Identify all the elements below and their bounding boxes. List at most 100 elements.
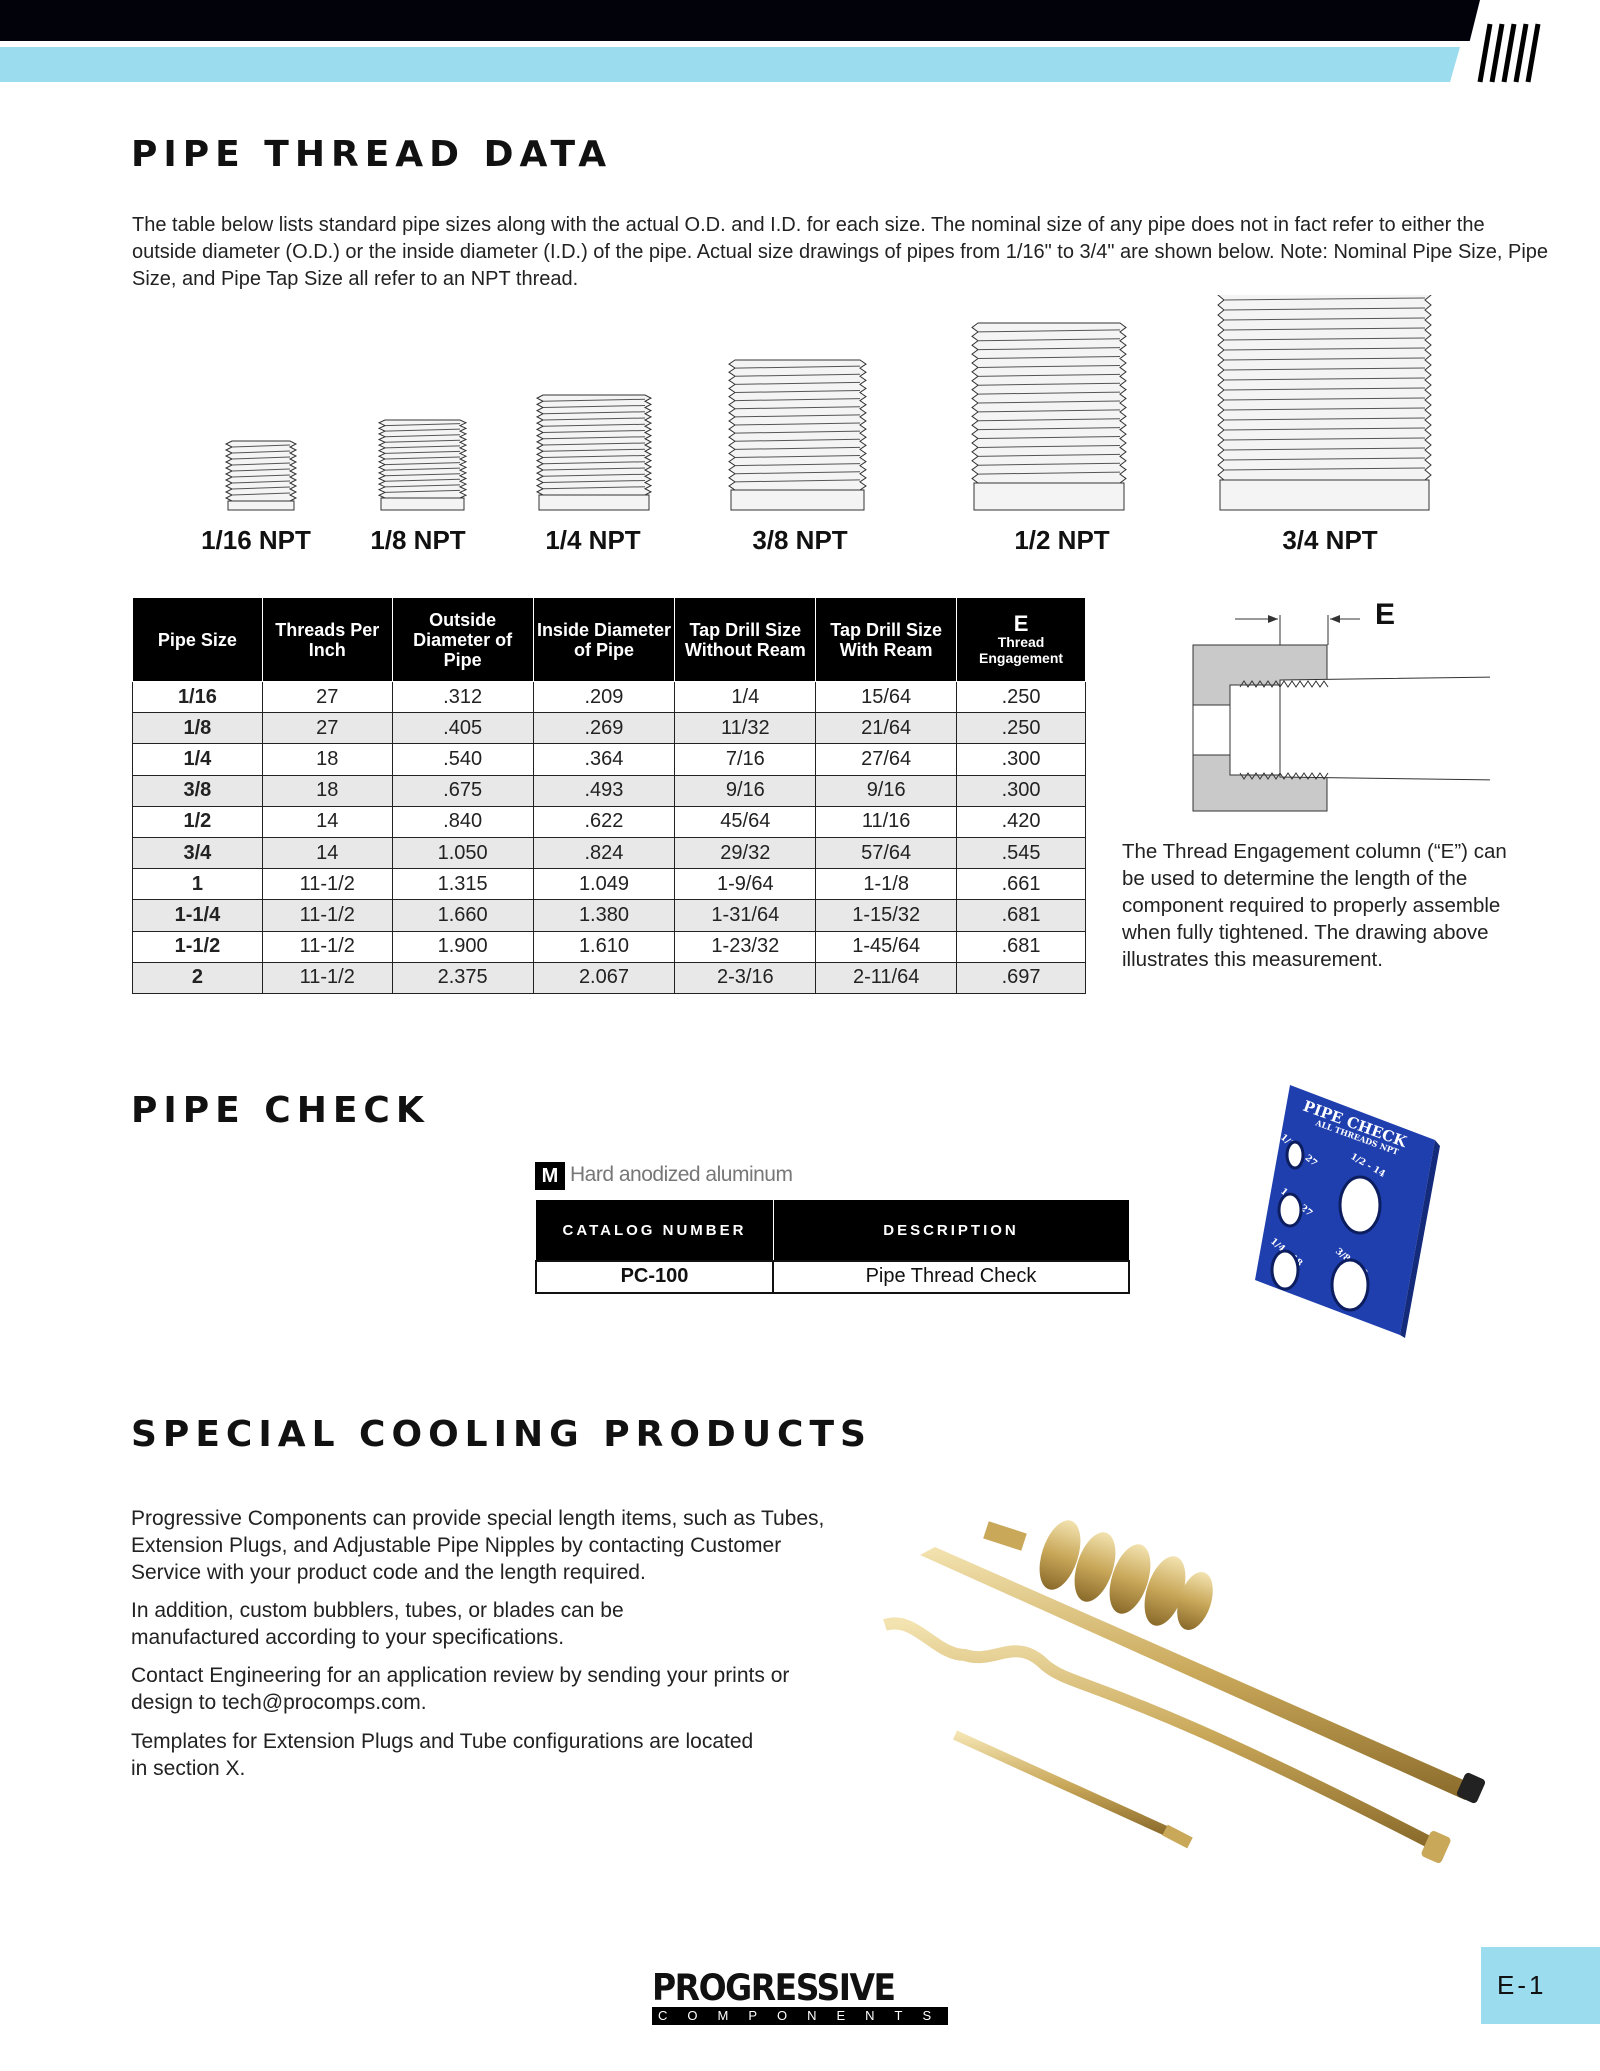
description: Pipe Thread Check [772, 1259, 1130, 1294]
catalog-number: PC-100 [535, 1259, 774, 1294]
table-cell: 1.660 [391, 899, 534, 932]
table-cell: .681 [956, 899, 1086, 932]
table-cell: .540 [391, 743, 534, 776]
table-cell: 9/16 [815, 774, 958, 807]
table-row: 1 11-1/2 1.315 1.049 1-9/64 1-1/8.661 [132, 868, 1086, 901]
pipe-thread-table: Pipe Size Threads Per Inch Outside Diame… [132, 597, 1086, 994]
col-header: Tap Drill Size Without Ream [674, 597, 817, 682]
table-cell: 15/64 [815, 680, 958, 714]
col-header: Outside Diameter of Pipe [391, 597, 534, 682]
table-cell: 45/64 [674, 805, 817, 838]
logo-bottom: COMPONENTS [652, 2007, 948, 2025]
table-cell: 1/4 [132, 743, 263, 776]
table-row: 3/4 14 1.050.824 29/32 57/64.545 [132, 836, 1086, 870]
logo-top: PROGRESSIVE [652, 1966, 896, 2009]
cooling-paragraph: Progressive Components can provide speci… [131, 1507, 825, 1584]
table-cell: 1-1/2 [132, 930, 263, 963]
table-cell: .300 [956, 774, 1086, 807]
table-cell: 14 [261, 836, 393, 870]
table-cell: .405 [391, 712, 534, 745]
table-row: 1/2 14.840.622 45/64 11/16.420 [132, 805, 1086, 838]
cooling-paragraph: Contact Engineering for an application r… [131, 1664, 790, 1714]
table-row: PC-100 Pipe Thread Check [535, 1259, 1130, 1294]
pipe-label: 1/2 NPT [1014, 525, 1110, 555]
pipe-drawing [971, 322, 1127, 511]
table-cell: 27 [261, 680, 393, 714]
table-cell: 11-1/2 [261, 868, 393, 901]
table-cell: 1-15/32 [815, 899, 958, 932]
table-row: 1/4 18.540.364 7/16 27/64.300 [132, 743, 1086, 776]
stripes-logo-icon [1477, 23, 1541, 83]
table-cell: .824 [532, 836, 676, 870]
table-row: 2 11-1/2 2.375 2.067 2-3/16 2-11/64.697 [132, 961, 1086, 994]
table-row: 1-1/4 11-1/2 1.660 1.380 1-31/64 1-15/32.681 [132, 899, 1086, 932]
page-number: E-1 [1481, 1947, 1600, 2024]
table-cell: 1-23/32 [674, 930, 817, 963]
table-cell: .420 [956, 805, 1086, 838]
table-cell: 1-1/4 [132, 899, 263, 932]
pipe-drawing [224, 440, 298, 511]
table-row: 1-1/2 11-1/2 1.900 1.610 1-23/32 1-45/64.681 [132, 930, 1086, 963]
table-cell: 18 [261, 743, 393, 776]
table-cell: .364 [532, 743, 676, 776]
progressive-logo: PROGRESSIVE COMPONENTS [652, 1966, 948, 2025]
table-cell: .250 [956, 712, 1086, 745]
table-cell: .209 [532, 680, 676, 714]
table-cell: .840 [391, 805, 534, 838]
table-cell: 1/8 [132, 712, 263, 745]
cooling-products-image [883, 1520, 1486, 1863]
table-row: 1/16 27.312.209 1/4 15/64.250 [132, 680, 1086, 714]
table-cell: 2 [132, 961, 263, 994]
pipe-label: 3/8 NPT [752, 525, 848, 555]
table-cell: .312 [391, 680, 534, 714]
table-cell: .269 [532, 712, 676, 745]
table-cell: .493 [532, 774, 676, 807]
table-cell: 1.610 [532, 930, 676, 963]
col-header: DESCRIPTION [772, 1200, 1130, 1261]
table-cell: 1-9/64 [674, 868, 817, 901]
pipe-drawing [377, 419, 468, 511]
table-cell: 1.900 [391, 930, 534, 963]
pipe-label: 1/8 NPT [370, 525, 466, 555]
table-cell: 18 [261, 774, 393, 807]
side-note: The Thread Engagement column (“E”) can b… [1122, 840, 1507, 971]
table-cell: .250 [956, 680, 1086, 714]
intro-paragraph: The table below lists standard pipe size… [132, 214, 1549, 290]
table-cell: 11-1/2 [261, 899, 393, 932]
pipe-drawing [1217, 295, 1432, 511]
section-title-special-cooling: SPECIAL COOLING PRODUCTS [131, 1414, 872, 1455]
table-cell: 2-11/64 [815, 961, 958, 994]
table-cell: 1.049 [532, 868, 676, 901]
table-cell: 1-45/64 [815, 930, 958, 963]
col-header: Threads Per Inch [261, 597, 393, 682]
diagram-e-label: E [1375, 598, 1396, 631]
table-cell: .661 [956, 868, 1086, 901]
pipe-drawing [535, 394, 653, 511]
table-cell: 2.067 [532, 961, 676, 994]
table-cell: 14 [261, 805, 393, 838]
table-cell: 1.380 [532, 899, 676, 932]
table-cell: 1/2 [132, 805, 263, 838]
table-cell: 7/16 [674, 743, 817, 776]
col-header: Tap Drill Size With Ream [815, 597, 958, 682]
table-cell: 27/64 [815, 743, 958, 776]
section-title-pipe-check: PIPE CHECK [131, 1090, 430, 1131]
table-cell: 11/32 [674, 712, 817, 745]
table-cell: .545 [956, 836, 1086, 870]
table-cell: 9/16 [674, 774, 817, 807]
table-cell: 11/16 [815, 805, 958, 838]
table-cell: 11-1/2 [261, 961, 393, 994]
col-header: CATALOG NUMBER [535, 1200, 774, 1261]
table-cell: 57/64 [815, 836, 958, 870]
material-text: Hard anodized aluminum [570, 1163, 793, 1186]
table-cell: 21/64 [815, 712, 958, 745]
thread-engagement-diagram [1192, 615, 1490, 812]
table-cell: 1-1/8 [815, 868, 958, 901]
header-black-band [0, 0, 1600, 41]
pipe-drawings [224, 295, 1432, 511]
col-header: Pipe Size [132, 597, 263, 682]
table-row: 3/8 18.675.493 9/16 9/16.300 [132, 774, 1086, 807]
table-cell: 2-3/16 [674, 961, 817, 994]
e-sublabel: Thread Engagement [979, 633, 1064, 666]
pipe-drawing [728, 359, 867, 511]
